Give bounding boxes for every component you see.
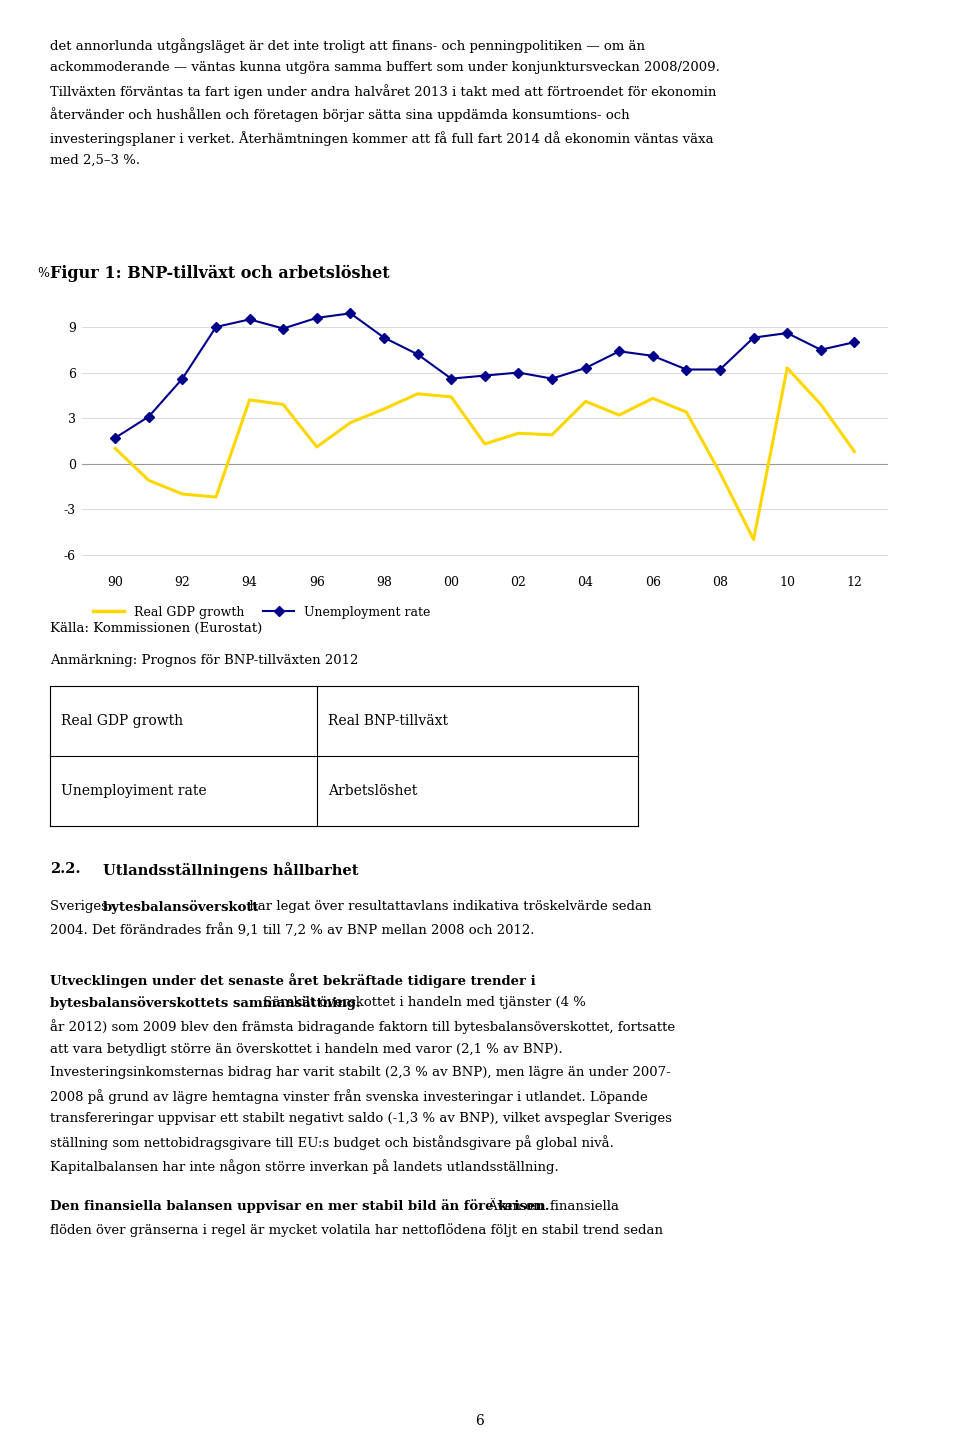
Text: återvänder och hushållen och företagen börjar sätta sina uppdämda konsumtions- o: återvänder och hushållen och företagen b… xyxy=(50,108,630,122)
Text: Utlandsställningens hållbarhet: Utlandsställningens hållbarhet xyxy=(103,862,358,878)
Text: %: % xyxy=(37,268,49,281)
Text: Arbetslöshet: Arbetslöshet xyxy=(328,784,418,798)
Text: 6: 6 xyxy=(475,1413,485,1428)
Text: Tillväxten förväntas ta fart igen under andra halvåret 2013 i takt med att förtr: Tillväxten förväntas ta fart igen under … xyxy=(50,84,716,99)
Text: Real GDP growth: Real GDP growth xyxy=(61,714,183,728)
Text: investeringsplaner i verket. Återhämtningen kommer att få full fart 2014 då ekon: investeringsplaner i verket. Återhämtnin… xyxy=(50,131,713,145)
Text: med 2,5–3 %.: med 2,5–3 %. xyxy=(50,154,140,167)
Text: Kapitalbalansen har inte någon större inverkan på landets utlandsställning.: Kapitalbalansen har inte någon större in… xyxy=(50,1159,559,1173)
Text: Utvecklingen under det senaste året bekräftade tidigare trender i: Utvecklingen under det senaste året bekr… xyxy=(50,973,536,987)
Text: Investeringsinkomsternas bidrag har varit stabilt (2,3 % av BNP), men lägre än u: Investeringsinkomsternas bidrag har vari… xyxy=(50,1066,671,1079)
Text: 2.2.: 2.2. xyxy=(50,862,81,877)
Text: Anmärkning: Prognos för BNP-tillväxten 2012: Anmärkning: Prognos för BNP-tillväxten 2… xyxy=(50,654,358,667)
Text: Sveriges: Sveriges xyxy=(50,900,112,913)
Text: ackommoderande — väntas kunna utgöra samma buffert som under konjunktursveckan 2: ackommoderande — väntas kunna utgöra sam… xyxy=(50,61,720,74)
Text: har legat över resultattavlans indikativa tröskelvärde sedan: har legat över resultattavlans indikativ… xyxy=(245,900,651,913)
Text: det annorlunda utgångsläget är det inte troligt att finans- och penningpolitiken: det annorlunda utgångsläget är det inte … xyxy=(50,38,645,52)
Text: 2008 på grund av lägre hemtagna vinster från svenska investeringar i utlandet. L: 2008 på grund av lägre hemtagna vinster … xyxy=(50,1089,648,1104)
Text: Särskilt överskottet i handeln med tjänster (4 %: Särskilt överskottet i handeln med tjäns… xyxy=(259,996,586,1009)
Text: bytesbalansöverskottets sammansättning.: bytesbalansöverskottets sammansättning. xyxy=(50,996,361,1011)
Text: flöden över gränserna i regel är mycket volatila har nettoflödena följt en stab: flöden över gränserna i regel är mycket … xyxy=(50,1223,663,1237)
Text: Källa: Kommissionen (Eurostat): Källa: Kommissionen (Eurostat) xyxy=(50,622,262,635)
Text: Även om finansiella: Även om finansiella xyxy=(484,1200,619,1213)
Text: Real BNP-tillväxt: Real BNP-tillväxt xyxy=(328,714,448,728)
Text: att vara betydligt större än överskottet i handeln med varor (2,1 % av BNP).: att vara betydligt större än överskottet… xyxy=(50,1043,563,1056)
Text: Figur 1: BNP-tillväxt och arbetslöshet: Figur 1: BNP-tillväxt och arbetslöshet xyxy=(50,265,390,282)
Text: Den finansiella balansen uppvisar en mer stabil bild än före krisen.: Den finansiella balansen uppvisar en mer… xyxy=(50,1200,549,1214)
Text: transfereringar uppvisar ett stabilt negativt saldo (-1,3 % av BNP), vilket avsp: transfereringar uppvisar ett stabilt neg… xyxy=(50,1112,672,1125)
Text: Unemployiment rate: Unemployiment rate xyxy=(61,784,207,798)
Text: ställning som nettobidragsgivare till EU:s budget och biståndsgivare på global n: ställning som nettobidragsgivare till EU… xyxy=(50,1136,613,1150)
Text: 2004. Det förändrades från 9,1 till 7,2 % av BNP mellan 2008 och 2012.: 2004. Det förändrades från 9,1 till 7,2 … xyxy=(50,923,535,938)
Text: bytesbalansöverskott: bytesbalansöverskott xyxy=(103,900,259,915)
Text: år 2012) som 2009 blev den främsta bidragande faktorn till bytesbalansöverskotte: år 2012) som 2009 blev den främsta bidra… xyxy=(50,1019,675,1034)
Legend: Real GDP growth, Unemployment rate: Real GDP growth, Unemployment rate xyxy=(88,601,436,624)
